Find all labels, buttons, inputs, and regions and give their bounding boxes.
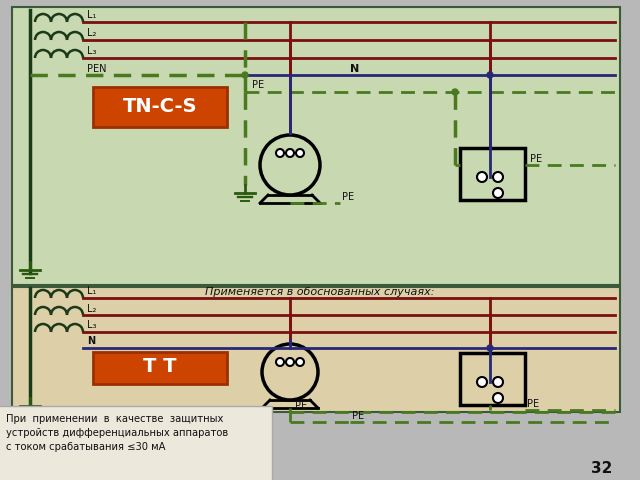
Circle shape <box>493 377 503 387</box>
FancyBboxPatch shape <box>93 87 227 127</box>
Circle shape <box>276 149 284 157</box>
Circle shape <box>242 72 248 78</box>
Circle shape <box>487 72 493 78</box>
FancyBboxPatch shape <box>93 352 227 384</box>
FancyBboxPatch shape <box>0 406 272 480</box>
FancyBboxPatch shape <box>12 7 620 285</box>
Circle shape <box>286 149 294 157</box>
Circle shape <box>493 172 503 182</box>
Text: При  применении  в  качестве  защитных
устройств дифференциальных аппаратов
с то: При применении в качестве защитных устро… <box>6 414 228 452</box>
Text: N: N <box>350 63 359 73</box>
Circle shape <box>296 149 304 157</box>
Text: PE: PE <box>252 81 264 91</box>
Circle shape <box>260 135 320 195</box>
Text: L₁: L₁ <box>87 287 97 297</box>
FancyBboxPatch shape <box>12 287 620 412</box>
Text: L₁: L₁ <box>87 11 97 21</box>
Text: PEN: PEN <box>87 63 106 73</box>
FancyBboxPatch shape <box>0 0 620 480</box>
Circle shape <box>477 172 487 182</box>
Text: 32: 32 <box>591 461 612 476</box>
Text: L₃: L₃ <box>87 47 97 57</box>
Text: TN-C-S: TN-C-S <box>123 96 197 116</box>
Circle shape <box>477 377 487 387</box>
Circle shape <box>452 89 458 95</box>
Text: PE: PE <box>352 411 364 421</box>
Circle shape <box>276 358 284 366</box>
Circle shape <box>493 188 503 198</box>
Circle shape <box>286 358 294 366</box>
Text: N: N <box>87 336 95 347</box>
Text: Т Т: Т Т <box>143 358 177 376</box>
Text: PE: PE <box>295 401 307 411</box>
Circle shape <box>262 344 318 400</box>
Text: Применяется в обоснованных случаях:: Применяется в обоснованных случаях: <box>205 287 435 297</box>
Text: L₃: L₃ <box>87 321 97 331</box>
Circle shape <box>296 358 304 366</box>
Text: PE: PE <box>530 154 542 164</box>
Text: L₂: L₂ <box>87 28 97 38</box>
Bar <box>460 353 525 405</box>
Circle shape <box>493 393 503 403</box>
Text: L₂: L₂ <box>87 303 97 313</box>
Bar <box>460 148 525 200</box>
Text: PE: PE <box>527 399 539 409</box>
Circle shape <box>487 345 493 351</box>
Text: PE: PE <box>342 192 354 202</box>
